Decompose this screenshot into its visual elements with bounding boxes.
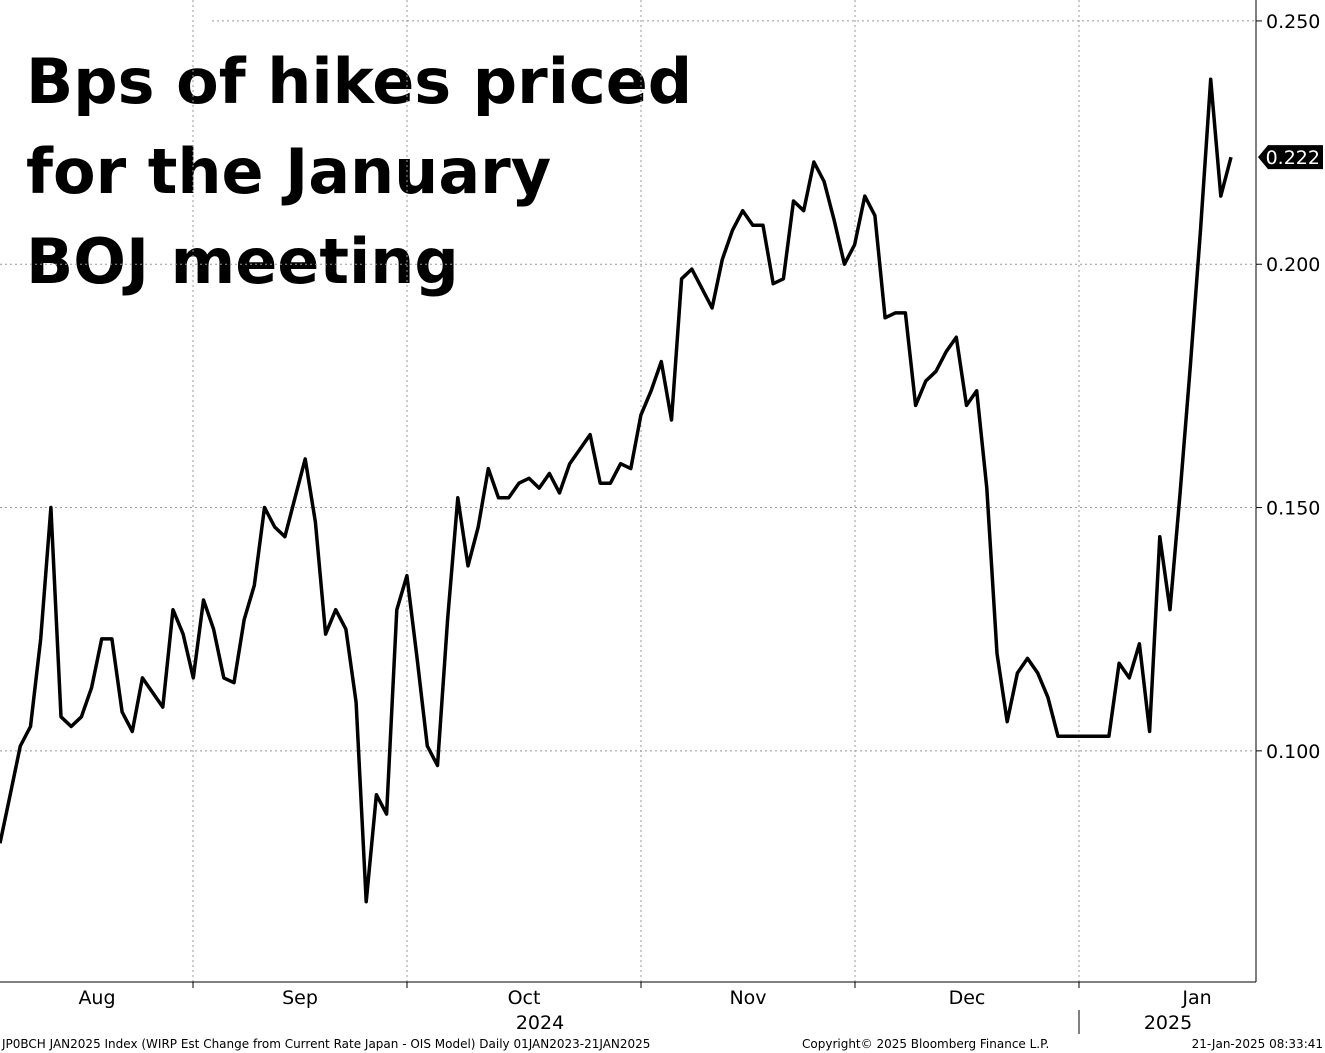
x-tick-label: Sep [282, 987, 318, 1009]
year-label: 2024 [516, 1012, 564, 1034]
chart-title: for the January [26, 135, 551, 208]
footer: Copyright© 2025 Bloomberg Finance L.P. [802, 1037, 1049, 1051]
last-value-label: 0.222 [1266, 147, 1320, 169]
y-tick-label: 0.150 [1266, 498, 1320, 520]
y-tick-label: 0.100 [1266, 741, 1320, 763]
x-tick-label: Aug [78, 987, 115, 1009]
y-tick-label: 0.250 [1266, 11, 1320, 33]
x-tick-label: Dec [949, 987, 986, 1009]
last-value-box [1258, 145, 1323, 170]
x-tick-label: Jan [1181, 987, 1211, 1009]
chart-title: BOJ meeting [26, 225, 459, 298]
footer: 21-Jan-2025 08:33:41 [1192, 1037, 1323, 1051]
chart-title: Bps of hikes priced [26, 45, 692, 118]
footer: JP0BCH JAN2025 Index (WIRP Est Change fr… [1, 1037, 650, 1051]
y-tick-label: 0.200 [1266, 254, 1320, 276]
year-label: 2025 [1144, 1012, 1192, 1034]
x-tick-label: Nov [729, 987, 766, 1009]
x-tick-label: Oct [508, 987, 541, 1009]
line-series [0, 77, 1233, 904]
